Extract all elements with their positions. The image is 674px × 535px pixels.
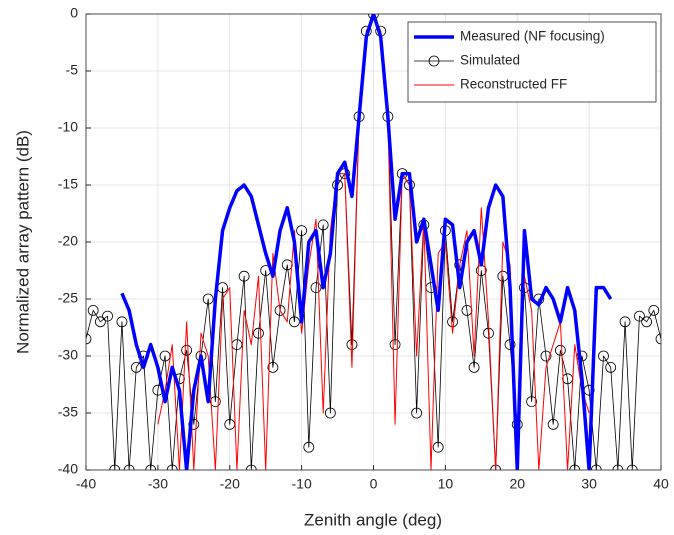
point-marker — [346, 339, 358, 351]
plot-frame — [85, 13, 662, 471]
point-marker — [130, 361, 142, 373]
point-marker — [569, 464, 581, 470]
point-marker — [504, 339, 516, 351]
x-tick-label: 40 — [653, 476, 669, 492]
point-marker — [188, 418, 200, 430]
point-marker — [389, 339, 401, 351]
point-marker — [626, 464, 638, 470]
series-line — [86, 14, 661, 470]
y-tick-label: -5 — [66, 62, 79, 78]
x-tick-label: -40 — [76, 476, 96, 492]
point-marker — [641, 316, 653, 328]
y-tick-label: -20 — [58, 233, 78, 249]
point-marker — [540, 350, 552, 362]
point-marker — [102, 310, 113, 322]
point-marker — [87, 304, 99, 316]
point-marker — [145, 464, 157, 470]
y-tick-label: -15 — [58, 176, 78, 192]
point-marker — [166, 464, 178, 470]
point-marker — [648, 304, 660, 316]
point-marker — [411, 407, 423, 419]
y-tick-label: 0 — [70, 5, 78, 21]
y-tick-label: -25 — [58, 290, 78, 306]
point-marker — [181, 344, 193, 356]
x-tick-label: 20 — [509, 476, 525, 492]
point-marker — [94, 316, 106, 328]
point-marker — [253, 327, 264, 339]
legend-label: Measured (NF focusing) — [460, 29, 605, 44]
x-tick-label: 30 — [581, 476, 597, 492]
x-axis-label: Zenith angle (deg) — [304, 510, 442, 529]
point-marker — [590, 464, 602, 470]
point-marker — [554, 344, 566, 356]
point-marker — [274, 304, 286, 316]
x-tick-label: -20 — [220, 476, 240, 492]
x-tick-label: 0 — [370, 476, 378, 492]
point-marker — [598, 350, 609, 362]
point-marker — [547, 418, 559, 430]
point-marker — [526, 396, 538, 408]
point-marker — [238, 270, 250, 282]
legend-label: Simulated — [460, 53, 520, 68]
point-marker — [605, 361, 617, 373]
point-marker — [109, 464, 121, 470]
point-marker — [86, 333, 92, 345]
point-marker — [634, 310, 645, 322]
x-tick-label: 10 — [438, 476, 454, 492]
point-marker — [447, 316, 458, 328]
point-marker — [267, 361, 279, 373]
x-tick-label: -30 — [148, 476, 168, 492]
point-marker — [619, 316, 631, 328]
y-tick-label: -40 — [58, 461, 78, 477]
series-line — [157, 14, 590, 470]
legend-label: Reconstructed FF — [460, 77, 567, 92]
point-marker — [612, 464, 624, 470]
y-tick-label: -30 — [58, 347, 78, 363]
point-marker — [289, 316, 300, 328]
point-marker — [281, 259, 293, 271]
point-marker — [116, 316, 128, 328]
point-marker — [202, 293, 214, 305]
point-marker — [303, 441, 315, 453]
point-marker — [209, 396, 221, 408]
legend-marker — [428, 55, 440, 67]
y-tick-label: -10 — [58, 119, 78, 135]
point-marker — [324, 407, 336, 419]
point-marker — [468, 361, 480, 373]
point-marker — [310, 282, 322, 294]
y-tick-label: -35 — [58, 404, 78, 420]
x-tick-label: -10 — [292, 476, 312, 492]
point-marker — [296, 225, 308, 237]
point-marker — [317, 219, 329, 231]
point-marker — [432, 441, 444, 453]
point-marker — [123, 464, 135, 470]
point-marker — [655, 333, 661, 345]
series-line — [120, 14, 613, 470]
point-marker — [245, 464, 257, 470]
y-axis-label: Normalized array pattern (dB) — [13, 130, 32, 354]
